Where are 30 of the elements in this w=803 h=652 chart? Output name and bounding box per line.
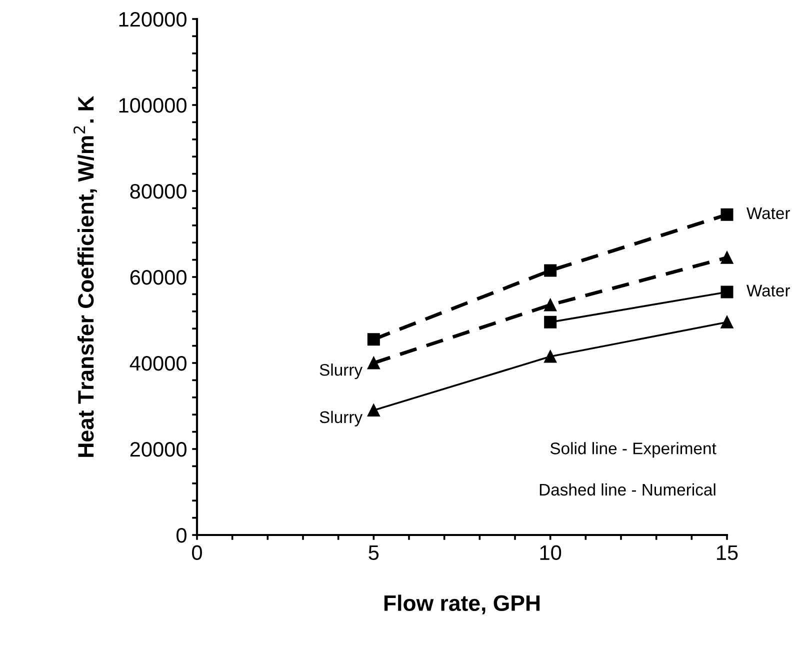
x-axis-title: Flow rate, GPH — [384, 594, 540, 614]
y-tick-label: 80000 — [130, 184, 186, 199]
point — [720, 316, 734, 328]
y-axis-title: Heat Transfer Coefficient, W/m$^{2}$. K — [73, 96, 97, 457]
x-tick-label: 10 — [540, 545, 562, 560]
y-tick-label: 100000 — [119, 98, 186, 113]
point — [544, 264, 557, 277]
annotation: Solid line - Experiment — [550, 442, 716, 458]
point — [367, 404, 380, 417]
point — [544, 316, 557, 328]
y-tick-label: 120000 — [119, 12, 186, 27]
x-tick-label: 0 — [192, 545, 202, 560]
point — [720, 251, 734, 264]
point — [367, 333, 380, 346]
y-tick-label: 0 — [176, 528, 186, 543]
series-label: Water — [746, 284, 790, 297]
x-tick-label: 5 — [368, 545, 379, 560]
point — [544, 350, 557, 363]
series-label: Water — [746, 207, 790, 220]
y-tick-label: 40000 — [130, 356, 186, 371]
point — [367, 356, 380, 370]
point — [544, 298, 557, 312]
y-tick-label: 20000 — [130, 442, 186, 457]
point — [720, 208, 734, 221]
point — [720, 286, 734, 298]
y-tick-label: 60000 — [130, 270, 186, 285]
series-label: Slurry — [320, 410, 363, 426]
annotation: Dashed line - Numerical — [540, 483, 716, 496]
series-label: Slurry — [320, 364, 363, 380]
x-tick-label: 15 — [717, 545, 738, 560]
